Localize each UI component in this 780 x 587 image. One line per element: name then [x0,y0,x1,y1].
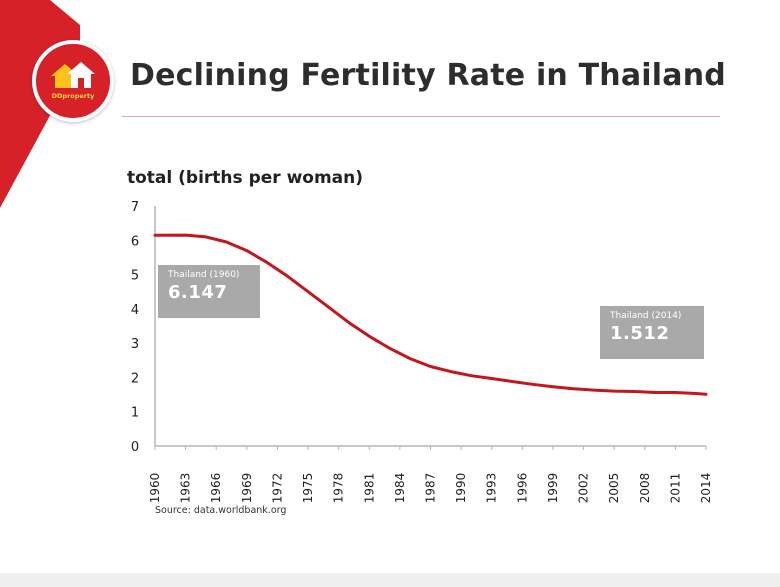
source-note: Source: data.worldbank.org [155,505,287,516]
x-tick-label: 2011 [668,473,682,504]
x-tick-label: 1969 [240,473,254,504]
x-tick-label: 1987 [424,473,438,504]
bottom-bar [0,573,780,587]
callout-2014-value: 1.512 [610,323,670,344]
callout-1960-label: Thailand (1960) [168,270,240,280]
x-tick-label: 1981 [362,473,376,504]
x-tick-label: 1978 [332,473,346,504]
x-axis-ticks: 1960 1963 1966 1969 1972 1975 1978 1981 1984 1987… [148,446,713,503]
logo-text: DDproperty [51,92,95,100]
x-tick-label: 2002 [577,473,591,504]
x-tick-label: 2005 [607,473,621,504]
series-group [153,233,708,396]
y-tick-label: 3 [131,337,139,352]
x-tick-label: 1960 [148,473,162,504]
title-divider [122,116,720,117]
y-tick-label: 1 [131,406,139,421]
series-line-fertility-rate [153,233,708,396]
x-tick-label: 1984 [393,473,407,504]
x-tick-label: 1996 [515,473,529,504]
y-tick-label: 6 [131,234,139,249]
y-axis-title: total (births per woman) [127,168,364,188]
y-tick-label: 4 [131,303,139,318]
x-tick-label: 2008 [638,473,652,504]
x-tick-label: 1999 [546,473,560,504]
x-tick-label: 2014 [699,473,713,504]
y-axis-ticks: 0 1 2 3 4 5 6 7 [131,200,139,455]
x-tick-label: 1993 [485,473,499,504]
y-tick-label: 2 [131,371,139,386]
x-tick-label: 1966 [209,473,223,504]
axes [154,206,706,447]
x-tick-label: 1972 [270,473,284,504]
callout-1960: Thailand (1960) 6.147 [158,265,260,318]
logo: DDproperty [32,40,114,122]
y-tick-label: 5 [131,269,139,284]
y-tick-label: 0 [131,440,139,455]
callout-2014: Thailand (2014) 1.512 [600,306,704,359]
x-tick-label: 1975 [301,473,315,504]
callout-2014-label: Thailand (2014) [610,311,682,321]
y-tick-label: 7 [131,200,139,215]
house-logo-icon [51,62,95,88]
callout-1960-value: 6.147 [168,282,228,303]
page-title: Declining Fertility Rate in Thailand [130,58,726,93]
x-tick-label: 1990 [454,473,468,504]
x-tick-label: 1963 [179,473,193,504]
